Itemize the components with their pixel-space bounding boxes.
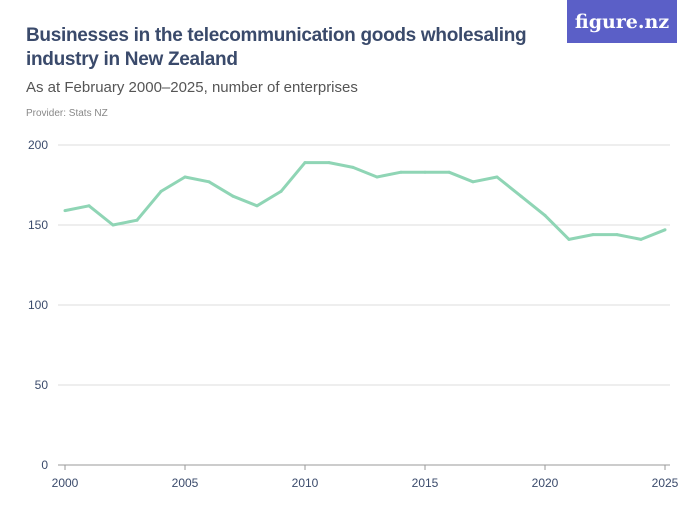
y-tick-label: 50 xyxy=(35,378,49,392)
data-point xyxy=(159,189,163,193)
x-tick-label: 2015 xyxy=(412,476,439,490)
data-point xyxy=(639,237,643,241)
data-point xyxy=(423,170,427,174)
data-point xyxy=(495,175,499,179)
data-point xyxy=(63,209,67,213)
data-point xyxy=(87,204,91,208)
data-point xyxy=(567,237,571,241)
data-point xyxy=(255,204,259,208)
data-point xyxy=(231,194,235,198)
x-tick-label: 2005 xyxy=(172,476,199,490)
chart-subtitle: As at February 2000–2025, number of ente… xyxy=(26,79,358,96)
data-point xyxy=(375,175,379,179)
chart-title: Businesses in the telecommunication good… xyxy=(26,25,527,70)
data-point xyxy=(399,170,403,174)
data-point xyxy=(207,180,211,184)
figure-nz-logo[interactable]: figure.nz xyxy=(567,0,677,43)
data-point xyxy=(279,189,283,193)
data-point xyxy=(663,228,667,232)
x-tick-label: 2025 xyxy=(652,476,679,490)
x-tick-label: 2020 xyxy=(532,476,559,490)
data-point xyxy=(111,223,115,227)
data-point xyxy=(543,213,547,217)
data-point xyxy=(447,170,451,174)
y-tick-label: 150 xyxy=(28,218,48,232)
data-point xyxy=(327,161,331,165)
data-point xyxy=(471,180,475,184)
x-tick-label: 2000 xyxy=(52,476,79,490)
data-point xyxy=(591,233,595,237)
y-tick-label: 0 xyxy=(41,458,48,472)
y-tick-label: 100 xyxy=(28,298,48,312)
series-line xyxy=(64,161,666,241)
data-point xyxy=(303,161,307,165)
data-point xyxy=(183,175,187,179)
data-point xyxy=(615,233,619,237)
provider-label: Provider: Stats NZ xyxy=(26,108,108,119)
data-point xyxy=(135,218,139,222)
x-tick-label: 2010 xyxy=(292,476,319,490)
data-point xyxy=(351,165,355,169)
data-point xyxy=(519,194,523,198)
y-tick-label: 200 xyxy=(28,138,48,152)
